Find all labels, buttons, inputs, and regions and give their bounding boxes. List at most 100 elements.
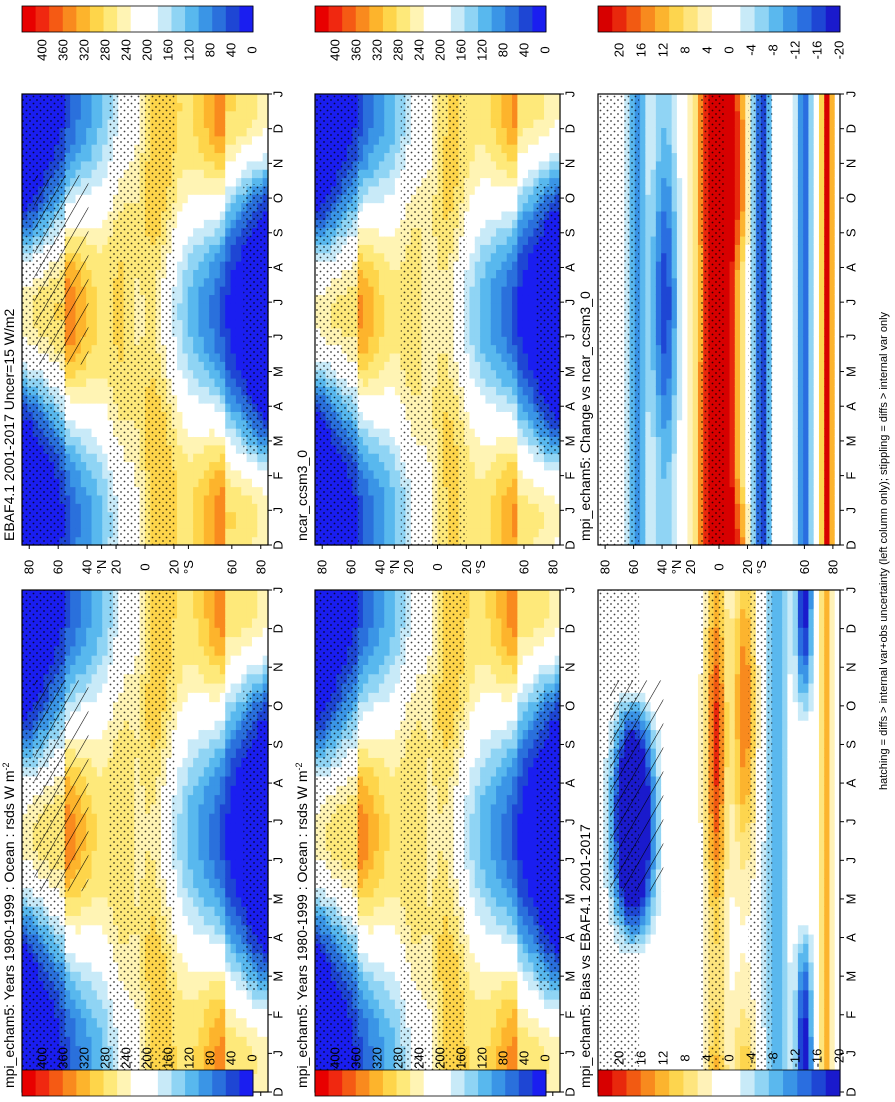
heatmap-cell (528, 803, 534, 814)
heatmap-cell (506, 933, 513, 944)
heatmap-cell (193, 785, 200, 796)
heatmap-cell (171, 599, 178, 610)
heatmap-cell (64, 999, 71, 1009)
heatmap-cell (86, 878, 93, 889)
heatmap-cell (187, 664, 194, 675)
heatmap-cell (496, 868, 503, 879)
heatmap-cell (230, 906, 237, 916)
heatmap-cell (251, 1036, 258, 1047)
heatmap-cell (193, 989, 200, 1000)
heatmap-cell (193, 794, 200, 805)
heatmap-cell (91, 906, 98, 916)
heatmap-cell (512, 617, 518, 628)
heatmap-cell (501, 989, 508, 1000)
heatmap-cell (389, 701, 396, 712)
heatmap-cell (75, 980, 82, 991)
heatmap-cell (357, 859, 364, 870)
heatmap-cell (517, 989, 524, 1000)
heatmap-cell (506, 813, 513, 824)
heatmap-cell (91, 1036, 98, 1047)
heatmap-cell (485, 803, 492, 814)
heatmap-cell (373, 1017, 380, 1028)
heatmap-cell (522, 1026, 529, 1037)
heatmap-cell (193, 822, 200, 833)
heatmap-cell (549, 1054, 556, 1065)
heatmap-cell (198, 1008, 205, 1019)
heatmap-cell (357, 831, 364, 842)
heatmap-cell (214, 943, 221, 954)
heatmap-cell (198, 952, 205, 963)
heatmap-cell (501, 952, 508, 963)
heatmap-cell (538, 664, 545, 675)
heatmap-cell (70, 1054, 77, 1065)
heatmap-cell (246, 1036, 253, 1047)
heatmap-cell (378, 859, 385, 870)
heatmap-cell (512, 868, 518, 879)
heatmap-cell (80, 645, 87, 656)
heatmap-cell (102, 748, 109, 758)
heatmap-cell (528, 673, 534, 684)
colorbar-swatch (130, 1070, 145, 1096)
heatmap-cell (474, 971, 481, 982)
heatmap-cell (522, 766, 529, 777)
heatmap-cell (469, 971, 476, 982)
heatmap-cell (373, 645, 380, 656)
heatmap-cell (257, 608, 264, 619)
heatmap-cell (219, 692, 226, 703)
heatmap-cell (80, 999, 87, 1009)
heatmap-cell (496, 813, 503, 824)
heatmap-cell (75, 599, 82, 610)
heatmap-cell (182, 748, 189, 758)
heatmap-cell (198, 794, 205, 805)
heatmap-cell (469, 1017, 476, 1028)
heatmap-cell (480, 785, 487, 796)
heatmap-cell (203, 906, 210, 916)
heatmap-cell (182, 664, 189, 675)
heatmap-cell (91, 636, 98, 647)
heatmap-cell (469, 803, 476, 814)
heatmap-cell (96, 664, 103, 675)
heatmap-cell (496, 831, 503, 842)
heatmap-cell (538, 1036, 545, 1047)
heatmap-cell (219, 627, 226, 638)
heatmap-cell (378, 664, 385, 675)
heatmap-cell (362, 682, 369, 693)
heatmap-cell (64, 1026, 71, 1037)
heatmap-cell (464, 729, 471, 740)
heatmap-cell (490, 933, 497, 944)
heatmap-cell (235, 831, 242, 842)
heatmap-cell (544, 999, 550, 1009)
heatmap-cell (209, 1008, 216, 1019)
heatmap-cell (193, 645, 200, 656)
heatmap-cell (480, 878, 487, 889)
heatmap-cell (469, 961, 476, 972)
heatmap-cell (193, 999, 200, 1009)
heatmap-cell (368, 608, 375, 619)
heatmap-cell (203, 1008, 210, 1019)
heatmap-cell (501, 803, 508, 814)
heatmap-cell (464, 1064, 471, 1075)
heatmap-cell (86, 738, 93, 749)
heatmap-cell (182, 794, 189, 805)
heatmap-cell (86, 682, 93, 693)
heatmap-cell (171, 729, 178, 740)
heatmap-cell (522, 813, 529, 824)
heatmap-cell (517, 599, 524, 610)
heatmap-cell (496, 664, 503, 675)
heatmap-cell (464, 989, 471, 1000)
heatmap-cell (373, 924, 380, 935)
heatmap-cell (512, 785, 518, 796)
heatmap-cell (501, 664, 508, 675)
heatmap-cell (522, 748, 529, 758)
heatmap-cell (257, 1045, 264, 1056)
heatmap-cell (501, 701, 508, 712)
heatmap-cell (368, 1064, 375, 1075)
heatmap-cell (193, 924, 200, 935)
heatmap-cell (512, 971, 518, 982)
heatmap-cell (182, 1045, 189, 1056)
heatmap-cell (362, 748, 369, 758)
heatmap-cell (91, 1045, 98, 1056)
heatmap-cell (257, 1064, 264, 1075)
heatmap-cell (209, 701, 216, 712)
